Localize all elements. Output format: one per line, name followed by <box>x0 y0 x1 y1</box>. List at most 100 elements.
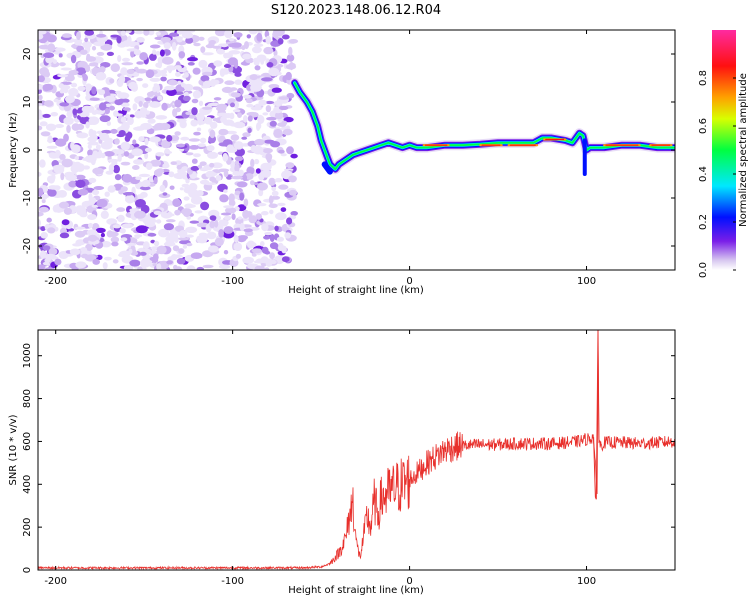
spectrogram-noise-blob <box>276 236 284 242</box>
spectrogram-noise-blob <box>193 42 201 47</box>
spectrogram-noise-blob <box>265 35 272 45</box>
spectrogram-noise-blob <box>142 241 150 250</box>
spectrogram-noise-blob <box>275 212 287 221</box>
spectrogram-noise-blob <box>121 62 134 66</box>
spectrogram-noise-blob <box>112 224 121 229</box>
spectrogram-noise-blob <box>286 54 295 62</box>
spectrogram-x-tick-label: 0 <box>406 276 412 287</box>
spectrogram-noise-blob <box>106 121 112 126</box>
spectrogram-ridge-blob <box>321 161 333 175</box>
spectrogram-noise-blob <box>138 100 143 107</box>
spectrogram-noise-blob <box>261 246 269 254</box>
spectrogram-noise-blob <box>269 120 277 127</box>
spectrogram-noise-blob <box>191 86 201 90</box>
spectrogram-noise-blob <box>253 145 264 155</box>
spectrogram-noise-blob <box>245 98 253 104</box>
spectrogram-noise-blob <box>282 128 293 136</box>
spectrogram-noise-blob <box>200 75 210 82</box>
spectrogram-noise-blob <box>38 94 43 101</box>
spectrogram-noise-blob <box>47 175 54 183</box>
spectrogram-noise-blob <box>93 186 105 190</box>
spectrogram-noise-blob <box>273 128 283 138</box>
spectrogram-noise-blob <box>68 180 78 188</box>
spectrogram-noise-blob <box>107 231 119 238</box>
spectrogram-noise-blob <box>42 245 51 251</box>
spectrogram-noise-blob <box>46 34 57 43</box>
spectrogram-noise-blob <box>234 72 242 77</box>
spectrogram-noise-blob <box>188 114 197 119</box>
spectrogram-noise-blob <box>74 40 83 46</box>
spectrogram-noise-blob <box>38 44 50 50</box>
spectrogram-noise-blob <box>136 61 144 65</box>
spectrogram-noise-blob <box>88 63 99 67</box>
spectrogram-noise-blob <box>70 54 77 64</box>
spectrogram-noise-blob <box>163 241 176 247</box>
spectrogram-noise-blob <box>224 80 235 85</box>
spectrogram-noise-blob <box>283 116 294 123</box>
spectrogram-noise-blob <box>38 112 45 120</box>
spectrogram-noise-blob <box>91 204 99 208</box>
spectrogram-noise-blob <box>100 232 105 238</box>
spectrogram-noise-blob <box>223 64 232 68</box>
spectrogram-noise-blob <box>268 67 280 77</box>
spectrogram-noise-blob <box>171 254 178 261</box>
spectrogram-noise-blob <box>120 141 130 151</box>
spectrogram-noise-blob <box>176 30 184 35</box>
spectrogram-noise-blob <box>231 175 243 180</box>
spectrogram-noise-blob <box>140 258 151 268</box>
spectrogram-noise-blob <box>185 178 190 184</box>
colorbar-tick-label: 0.6 <box>698 118 709 134</box>
spectrogram-noise-blob <box>83 165 90 170</box>
spectrogram-noise-blob <box>266 62 274 68</box>
spectrogram-noise-blob <box>209 176 216 182</box>
spectrogram-noise-blob <box>190 166 200 171</box>
spectrogram-noise-blob <box>81 73 87 78</box>
spectrogram-noise-blob <box>172 198 182 207</box>
spectrogram-noise-blob <box>41 193 48 200</box>
spectrogram-noise-blob <box>191 158 198 164</box>
spectrogram-noise-blob <box>271 87 282 93</box>
spectrogram-noise-blob <box>260 162 272 171</box>
spectrogram-noise-blob <box>205 170 216 179</box>
spectrogram-noise-blob <box>158 228 170 238</box>
spectrogram-noise-blob <box>53 185 61 191</box>
spectrogram-noise-blob <box>87 144 92 150</box>
spectrogram-noise-blob <box>285 71 292 81</box>
spectrogram-noise-blob <box>269 252 275 260</box>
spectrogram-noise-blob <box>193 131 201 136</box>
spectrogram-noise-blob <box>266 155 272 163</box>
spectrogram-noise-blob <box>120 67 128 76</box>
spectrogram-noise-blob <box>88 193 93 201</box>
spectrogram-noise-blob <box>183 196 190 201</box>
spectrogram-noise-blob <box>117 55 122 62</box>
spectrogram-noise-blob <box>124 135 131 142</box>
spectrogram-noise-blob <box>120 161 131 166</box>
spectrogram-x-tick-label: 100 <box>577 276 596 287</box>
spectrogram-noise-blob <box>189 145 200 150</box>
spectrogram-noise-blob <box>104 95 116 103</box>
spectrogram-noise-blob <box>77 85 86 92</box>
spectrogram-noise-blob <box>106 51 114 57</box>
spectrogram-noise-blob <box>277 38 284 45</box>
spectrogram-noise-blob <box>40 131 51 137</box>
spectrogram-noise-blob <box>143 97 152 102</box>
spectrogram-noise-blob <box>55 138 67 147</box>
spectrogram-noise-blob <box>87 214 97 220</box>
spectrogram-noise-blob <box>207 102 220 107</box>
spectrogram-noise-blob <box>91 45 97 51</box>
spectrogram-noise-blob <box>183 72 189 78</box>
spectrogram-noise-blob <box>233 100 239 109</box>
spectrogram-noise-blob <box>135 176 142 180</box>
spectrogram-y-tick-label: -10 <box>22 190 33 206</box>
spectrogram-x-tick-label: -100 <box>221 276 244 287</box>
spectrogram-noise-blob <box>274 225 279 232</box>
spectrogram-noise-blob <box>144 137 149 146</box>
spectrogram-noise-blob <box>181 32 194 39</box>
spectrogram-noise-blob <box>182 209 191 218</box>
spectrogram-noise-blob <box>166 232 179 238</box>
spectrogram-noise-blob <box>164 150 173 154</box>
spectrogram-noise-blob <box>288 62 296 68</box>
spectrogram-noise-blob <box>99 66 106 73</box>
spectrogram-noise-blob <box>219 264 231 269</box>
snr-y-ticks: 0 200 400 600 800 1000 <box>22 343 675 573</box>
